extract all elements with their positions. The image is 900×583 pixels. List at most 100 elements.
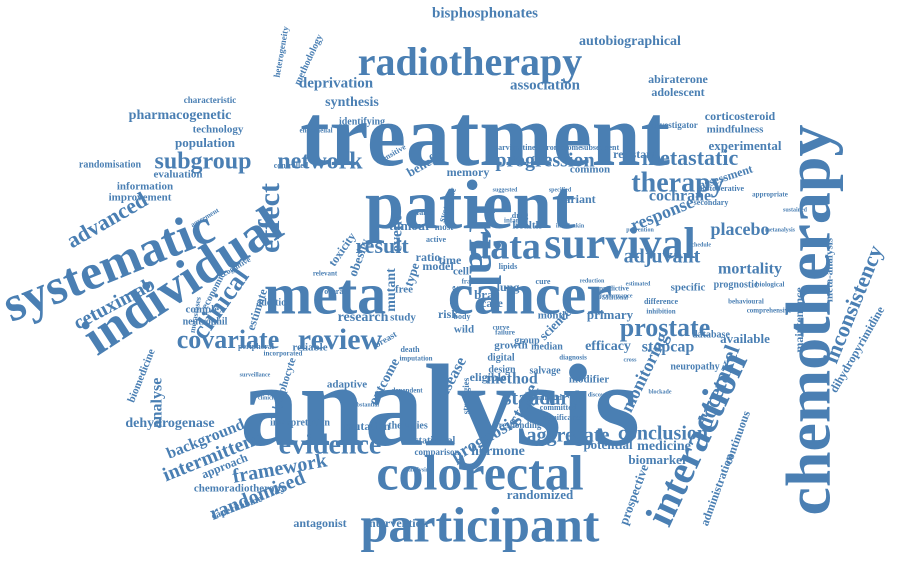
word-analysing: analysing <box>408 467 432 473</box>
word-time: time <box>439 253 462 267</box>
word-abiraterone: abiraterone <box>648 72 708 86</box>
word-technology: technology <box>193 124 244 136</box>
word-failure: failure <box>495 329 515 337</box>
word-mindfulness: mindfulness <box>707 124 765 136</box>
word-evaluation: evaluation <box>154 169 203 181</box>
word-investigator: investigator <box>652 120 698 130</box>
word-chemotherapy: chemotherapy <box>773 124 844 515</box>
word-committed: committed <box>540 403 577 412</box>
word-cell: cell <box>453 266 469 278</box>
word-method: method <box>486 371 538 388</box>
word-adjuvant: adjuvant <box>624 246 701 268</box>
word-chromosome: chromosome <box>538 143 582 152</box>
word-median: median <box>531 341 563 352</box>
word-participant: participant <box>361 496 600 552</box>
word-complex: complex <box>185 304 225 316</box>
word-surveillance: surveillance <box>240 372 271 378</box>
word-lung: lung <box>497 280 520 294</box>
word-infant: infant <box>504 217 523 225</box>
word-research: research <box>338 310 389 325</box>
word-care: care <box>481 296 503 310</box>
word-conclusion: conclusion <box>618 423 708 445</box>
word-imputation: imputation <box>399 355 432 363</box>
word-randomisation: randomisation <box>79 159 142 170</box>
word-available: available <box>720 331 770 346</box>
word-postoperative: postoperative <box>698 184 745 193</box>
word-analysis: analysis <box>240 340 640 471</box>
word-radiotherapy: radiotherapy <box>358 39 582 84</box>
word-predictive: predictive <box>599 285 629 293</box>
word-ratio: ratio <box>416 250 441 264</box>
word-body: body <box>454 312 471 321</box>
word-primary: primary <box>587 307 634 322</box>
word-mutation: mutation <box>344 419 391 433</box>
word-statistical: statistical <box>415 435 456 446</box>
word-specified: specified <box>549 187 572 193</box>
word-synthesis: synthesis <box>325 95 379 110</box>
word-randomized: randomized <box>507 487 574 502</box>
word-biomarker: biomarker <box>628 452 687 467</box>
word-hormone: hormone <box>471 444 525 459</box>
word-wild: wild <box>454 324 474 336</box>
word-effect: effect <box>253 183 286 253</box>
word-additional: additional <box>602 295 628 301</box>
word-tumour: tumour <box>389 218 431 233</box>
word-command: command <box>528 393 562 402</box>
word-information: information <box>117 181 173 193</box>
word-prevention: prevention <box>626 227 654 233</box>
word-cancer: cancer <box>448 261 612 326</box>
word-line: line <box>447 285 461 304</box>
word-comprehensive: comprehensive <box>747 307 792 315</box>
word-colorectal: colorectal <box>376 444 583 500</box>
word-inhibition: inhibition <box>646 308 675 316</box>
word-dehydrogenase: dehydrogenase <box>125 416 214 431</box>
word-biological: biological <box>756 281 785 289</box>
word-intervention: intervention <box>366 516 429 530</box>
word-neutrophil: neutrophil <box>183 316 228 327</box>
word-characteristic: characteristic <box>184 95 236 105</box>
word-placebo: placebo <box>710 219 769 239</box>
word-meta-analysis: meta-analysis <box>824 237 836 302</box>
word-database: database <box>692 329 730 340</box>
word-endothelial: endothelial <box>299 127 332 135</box>
word-reduction: reduction <box>580 278 605 284</box>
word-prostate: prostate <box>620 313 711 342</box>
word-common: common <box>570 164 610 176</box>
word-responding: responding <box>499 420 542 430</box>
word-dependent: dependent <box>391 387 423 395</box>
word-blockade: blockade <box>648 389 671 395</box>
word-month: month <box>538 310 569 322</box>
word-subgroup: subgroup <box>155 149 252 175</box>
word-secondary: secondary <box>694 198 729 207</box>
word-data: data <box>469 226 541 268</box>
word-mortality: mortality <box>718 261 782 278</box>
word-clinicians: clinicians <box>258 395 283 401</box>
word-sustained: sustained <box>783 207 808 213</box>
word-difference: difference <box>644 297 679 306</box>
word-relevant: relevant <box>313 270 338 278</box>
word-study: study <box>390 312 416 324</box>
word-interleukin: interleukin <box>556 223 585 229</box>
word-maintenance: maintenance <box>792 287 806 353</box>
word-significance: significance <box>543 413 583 422</box>
word-pharmacogenetic: pharmacogenetic <box>129 108 232 123</box>
word-potential: potential <box>583 437 633 452</box>
word-cure: cure <box>536 277 551 286</box>
word-lipids: lipids <box>499 262 518 271</box>
word-adolescent: adolescent <box>651 85 704 99</box>
word-reliable: reliable <box>292 342 327 354</box>
word-network: network <box>277 149 363 175</box>
word-adaptive: adaptive <box>327 379 367 391</box>
word-eligible: eligible <box>470 370 507 384</box>
word-risk: risk <box>438 307 458 321</box>
word-survival: survival <box>544 219 696 268</box>
word-treatment: treatment <box>300 88 670 185</box>
word-bisphosphonates: bisphosphonates <box>432 5 538 21</box>
word-strategies: strategies <box>461 377 471 414</box>
word-peripheral: peripheral <box>238 342 275 351</box>
word-improvement: improvement <box>109 192 172 204</box>
word-neuropathy: neuropathy <box>670 361 719 372</box>
word-memory: memory <box>447 165 490 179</box>
word-antagonist: antagonist <box>293 516 346 530</box>
